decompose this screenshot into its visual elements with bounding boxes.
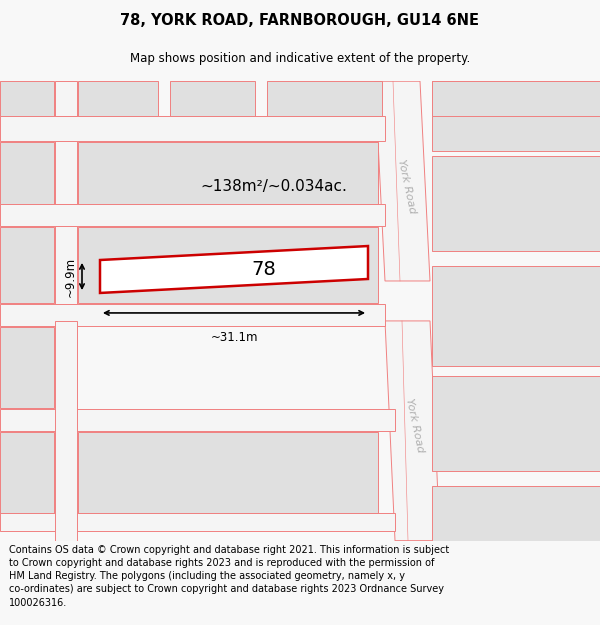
Polygon shape	[78, 142, 378, 204]
Polygon shape	[385, 321, 440, 541]
Polygon shape	[0, 409, 395, 431]
Text: ~31.1m: ~31.1m	[210, 331, 258, 344]
Polygon shape	[170, 81, 255, 116]
Polygon shape	[78, 432, 378, 512]
Text: York Road: York Road	[404, 398, 425, 454]
Polygon shape	[0, 142, 54, 204]
Polygon shape	[0, 432, 54, 512]
Text: Map shows position and indicative extent of the property.: Map shows position and indicative extent…	[130, 52, 470, 65]
Text: Contains OS data © Crown copyright and database right 2021. This information is : Contains OS data © Crown copyright and d…	[9, 545, 449, 608]
Polygon shape	[55, 141, 77, 204]
Polygon shape	[0, 512, 395, 531]
Text: York Road: York Road	[397, 158, 418, 214]
Polygon shape	[0, 227, 54, 303]
Polygon shape	[267, 81, 382, 116]
Polygon shape	[432, 81, 600, 151]
Polygon shape	[432, 266, 600, 366]
Polygon shape	[375, 81, 430, 281]
Polygon shape	[0, 327, 54, 408]
Polygon shape	[432, 376, 600, 471]
Text: 78, YORK ROAD, FARNBOROUGH, GU14 6NE: 78, YORK ROAD, FARNBOROUGH, GU14 6NE	[121, 12, 479, 28]
Polygon shape	[432, 156, 600, 251]
Polygon shape	[0, 116, 385, 141]
Polygon shape	[0, 204, 385, 226]
Polygon shape	[55, 81, 77, 116]
Polygon shape	[432, 486, 600, 541]
Text: ~138m²/~0.034ac.: ~138m²/~0.034ac.	[200, 179, 347, 194]
Polygon shape	[78, 81, 158, 116]
Polygon shape	[78, 227, 378, 303]
Polygon shape	[55, 321, 77, 541]
Polygon shape	[432, 81, 600, 116]
Polygon shape	[100, 246, 368, 293]
Polygon shape	[0, 81, 54, 116]
Polygon shape	[0, 304, 385, 326]
Text: 78: 78	[251, 260, 277, 279]
Text: ~9.9m: ~9.9m	[64, 256, 77, 296]
Polygon shape	[55, 226, 77, 304]
